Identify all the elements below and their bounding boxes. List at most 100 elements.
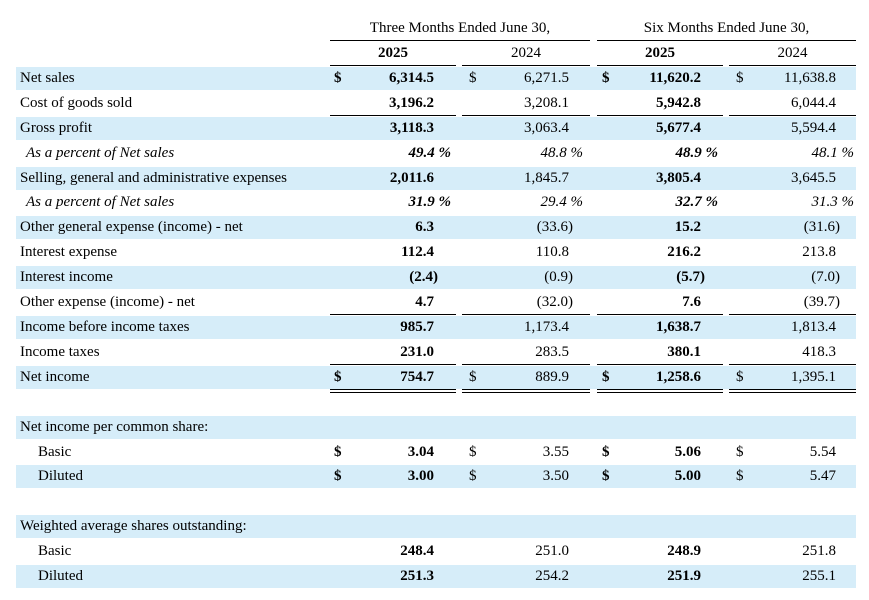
header-2024-six: 2024 (777, 45, 808, 61)
value-2025-three: 112.4 (401, 244, 434, 260)
value-2025-three: 4.7 (415, 294, 434, 310)
row-label: Diluted (38, 568, 83, 584)
value-2025-six: 5,677.4 (656, 120, 701, 136)
table-row-eps-diluted: Diluted $ 3.00 $ 3.50 $ 5.00 $ 5.47 (16, 465, 856, 488)
value-2025-three: 3,196.2 (389, 95, 434, 111)
table-row-sga: Selling, general and administrative expe… (16, 167, 856, 190)
value-2025-six: 248.9 (667, 543, 701, 559)
rule-cogs (330, 115, 456, 116)
rule-cogs (462, 115, 590, 116)
value-2024-six: 48.1 % (811, 145, 855, 161)
value-2025-six: 1,258.6 (656, 369, 701, 385)
value-2025-six: 7.6 (682, 294, 701, 310)
double-rule-net-income (597, 392, 723, 393)
currency-symbol: $ (469, 70, 477, 86)
table-row-shares-diluted: Diluted 251.3 254.2 251.9 255.1 (16, 565, 856, 588)
value-2024-six: 5,594.4 (791, 120, 836, 136)
value-2024-six: (31.6) (803, 219, 840, 235)
value-2024-six: 5.54 (809, 444, 836, 460)
value-2024-three: 6,271.5 (524, 70, 569, 86)
double-rule-net-income (330, 392, 456, 393)
row-label: Basic (38, 543, 72, 559)
value-2024-six: 6,044.4 (791, 95, 836, 111)
currency-symbol: $ (602, 468, 610, 484)
value-2025-three: 6.3 (415, 219, 434, 235)
currency-symbol: $ (334, 369, 342, 385)
header-rule-six (597, 40, 856, 41)
value-2024-three: (32.0) (536, 294, 573, 310)
currency-symbol: $ (334, 70, 342, 86)
row-label: Net income (20, 369, 90, 385)
row-label: As a percent of Net sales (26, 194, 175, 210)
value-2024-three: 251.0 (535, 543, 569, 559)
value-2025-three: 3.00 (407, 468, 434, 484)
header-2024-three: 2024 (511, 45, 541, 61)
value-2025-six: (5.7) (676, 269, 705, 285)
value-2025-six: 380.1 (667, 344, 701, 360)
row-label: Diluted (38, 468, 83, 484)
value-2024-six: 5.47 (809, 468, 836, 484)
currency-symbol: $ (334, 468, 342, 484)
row-label: Income taxes (20, 344, 100, 360)
value-2024-three: 3,063.4 (524, 120, 569, 136)
table-row-income-taxes: Income taxes 231.0 283.5 380.1 418.3 (16, 341, 856, 364)
double-rule-net-income (729, 392, 856, 393)
table-row-cogs: Cost of goods sold 3,196.2 3,208.1 5,942… (16, 92, 856, 115)
value-2024-three: 48.8 % (540, 145, 584, 161)
table-row-eps-basic: Basic $ 3.04 $ 3.55 $ 5.06 $ 5.54 (16, 441, 856, 464)
rule-other-expense (462, 314, 590, 315)
value-2024-six: 3,645.5 (791, 170, 836, 186)
value-2025-six: 5.00 (674, 468, 701, 484)
row-label: Net sales (20, 70, 75, 86)
header-rule-2024b (729, 65, 856, 66)
value-2025-three: 31.9 % (408, 194, 452, 210)
double-rule-net-income (729, 389, 856, 390)
header-rule-2025b (597, 65, 723, 66)
rule-income-taxes (729, 364, 856, 365)
value-2025-six: 48.9 % (675, 145, 719, 161)
table-row-net-sales: Net sales $ 6,314.5 $ 6,271.5 $ 11,620.2… (16, 67, 856, 90)
value-2024-three: 3.55 (542, 444, 569, 460)
value-2025-three: 231.0 (400, 344, 434, 360)
rule-other-expense (330, 314, 456, 315)
value-2024-six: 418.3 (802, 344, 836, 360)
rule-other-expense (729, 314, 856, 315)
row-label: Income before income taxes (20, 319, 190, 335)
row-label: Interest expense (20, 244, 118, 260)
double-rule-net-income (330, 389, 456, 390)
header-six-months: Six Months Ended June 30, (643, 20, 810, 36)
double-rule-net-income (462, 389, 590, 390)
value-2024-six: (7.0) (811, 269, 840, 285)
value-2025-three: 3,118.3 (389, 120, 434, 136)
value-2024-six: 255.1 (802, 568, 836, 584)
value-2025-six: 1,638.7 (656, 319, 701, 335)
value-2024-three: 254.2 (535, 568, 569, 584)
table-row-other-expense: Other expense (income) - net 4.7 (32.0) … (16, 291, 856, 314)
currency-symbol: $ (736, 444, 744, 460)
table-row-income-before-taxes: Income before income taxes 985.7 1,173.4… (16, 316, 856, 339)
value-2024-six: 31.3 % (811, 194, 855, 210)
value-2025-three: 49.4 % (408, 145, 452, 161)
row-label: Basic (38, 444, 72, 460)
currency-symbol: $ (602, 369, 610, 385)
double-rule-net-income (462, 392, 590, 393)
currency-symbol: $ (602, 70, 610, 86)
value-2025-three: 248.4 (400, 543, 434, 559)
table-row-shares-basic: Basic 248.4 251.0 248.9 251.8 (16, 540, 856, 563)
value-2024-six: 11,638.8 (784, 70, 836, 86)
section-header-shares: Weighted average shares outstanding: (16, 515, 856, 538)
value-2024-three: 283.5 (535, 344, 569, 360)
value-2025-three: 754.7 (400, 369, 434, 385)
rule-income-taxes (330, 364, 456, 365)
currency-symbol: $ (469, 468, 477, 484)
header-three-months: Three Months Ended June 30, (369, 20, 551, 36)
value-2025-six: 251.9 (667, 568, 701, 584)
value-2025-six: 5,942.8 (656, 95, 701, 111)
value-2024-three: 3.50 (542, 468, 569, 484)
value-2024-three: 3,208.1 (524, 95, 569, 111)
double-rule-net-income (597, 389, 723, 390)
row-label: Other general expense (income) - net (20, 219, 243, 235)
currency-symbol: $ (602, 444, 610, 460)
table-row-gross-profit-percent: As a percent of Net sales 49.4 % 48.8 % … (16, 142, 856, 165)
row-label: Cost of goods sold (20, 95, 133, 111)
